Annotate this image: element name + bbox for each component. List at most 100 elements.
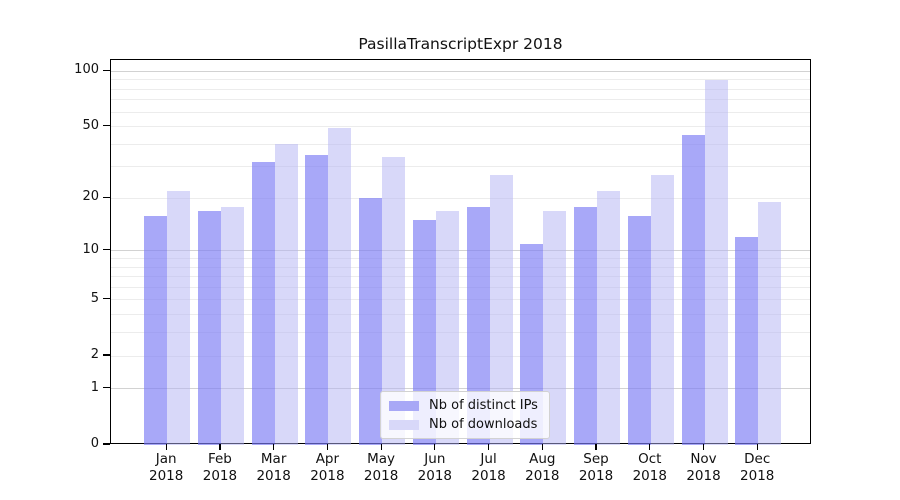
gridline-10 — [111, 250, 810, 252]
x-tick-year: 2018 — [471, 467, 506, 484]
gridline-3 — [111, 332, 810, 334]
gridline-7 — [111, 276, 810, 278]
x-tick-label-nov: Nov 2018 — [677, 451, 731, 484]
x-tick-label-sep: Sep 2018 — [569, 451, 623, 484]
x-tick-year: 2018 — [363, 467, 399, 484]
bar-distinct-ips-sep — [574, 206, 598, 445]
bar-distinct-ips-apr — [305, 154, 329, 445]
x-tick-year: 2018 — [149, 467, 184, 484]
legend-swatch-downloads — [389, 419, 419, 430]
x-tick-mark-jun — [434, 444, 436, 450]
bar-downloads-nov — [704, 79, 728, 445]
y-tick-label-5: 5 — [90, 290, 99, 306]
x-tick-label-apr: Apr 2018 — [300, 451, 354, 484]
gridline-90 — [111, 79, 810, 81]
x-tick-mark-apr — [326, 444, 328, 450]
x-tick-year: 2018 — [740, 467, 775, 484]
x-tick-month: Sep — [583, 451, 609, 467]
y-tick-label-100: 100 — [74, 62, 99, 78]
gridline-50 — [111, 126, 810, 128]
y-tick-label-0: 0 — [90, 436, 99, 451]
x-tick-month: Jul — [480, 451, 497, 467]
bar-downloads-jan — [167, 191, 191, 445]
gridline-100 — [111, 70, 810, 72]
bar-downloads-apr — [328, 128, 352, 445]
gridline-70 — [111, 99, 810, 101]
x-tick-label-jul: Jul 2018 — [462, 451, 516, 484]
x-tick-mark-jan — [165, 444, 167, 450]
bar-distinct-ips-mar — [251, 161, 275, 445]
x-tick-label-oct: Oct 2018 — [623, 451, 677, 484]
bar-distinct-ips-jan — [144, 215, 168, 445]
x-tick-mark-mar — [273, 444, 275, 450]
y-tick-mark-20 — [103, 196, 110, 198]
x-tick-year: 2018 — [578, 467, 614, 484]
x-tick-label-dec: Dec 2018 — [730, 451, 784, 484]
x-tick-year: 2018 — [310, 467, 345, 484]
bar-downloads-feb — [220, 206, 244, 445]
x-tick-label-jun: Jun 2018 — [408, 451, 462, 484]
bar-downloads-dec — [758, 202, 782, 445]
x-tick-mark-jul — [487, 444, 490, 450]
y-tick-mark-2 — [103, 354, 110, 356]
bar-distinct-ips-may — [359, 198, 383, 445]
x-tick-year: 2018 — [202, 467, 238, 484]
y-tick-mark-50 — [103, 124, 110, 127]
gridline-5 — [111, 299, 810, 301]
x-tick-label-may: May 2018 — [354, 451, 408, 484]
x-tick-label-jan: Jan 2018 — [139, 451, 193, 484]
y-tick-label-50: 50 — [82, 117, 99, 133]
x-tick-month: Feb — [207, 451, 232, 467]
legend-label-distinct-ips: Nb of distinct IPs — [429, 398, 538, 413]
y-tick-mark-100 — [103, 69, 110, 71]
x-tick-month: Nov — [690, 451, 717, 467]
y-tick-mark-5 — [103, 298, 110, 300]
bar-distinct-ips-dec — [735, 237, 759, 445]
x-tick-month: Jan — [155, 451, 177, 467]
bar-distinct-ips-oct — [627, 215, 651, 445]
x-tick-label-feb: Feb 2018 — [193, 451, 247, 484]
bar-downloads-mar — [274, 144, 298, 445]
gridline-1 — [111, 388, 810, 390]
x-tick-month: Aug — [529, 451, 556, 467]
x-tick-mark-nov — [702, 444, 705, 450]
x-tick-month: Jun — [424, 451, 446, 467]
bar-downloads-jul — [489, 175, 513, 445]
bar-distinct-ips-jun — [412, 220, 436, 445]
legend-label-downloads: Nb of downloads — [429, 417, 538, 432]
x-tick-mark-feb — [219, 444, 221, 450]
x-tick-mark-oct — [649, 444, 651, 450]
y-tick-label-2: 2 — [90, 347, 99, 363]
gridline-8 — [111, 266, 810, 268]
x-tick-label-aug: Aug 2018 — [515, 451, 569, 484]
x-tick-month: Apr — [315, 451, 340, 467]
bar-downloads-may — [382, 157, 406, 445]
plot-area — [110, 59, 811, 445]
bar-downloads-jun — [435, 210, 459, 445]
bar-distinct-ips-jul — [466, 206, 490, 445]
gridline-4 — [111, 314, 810, 316]
x-tick-year: 2018 — [525, 467, 560, 484]
gridline-40 — [111, 143, 810, 145]
gridline-9 — [111, 258, 810, 259]
bar-downloads-aug — [543, 210, 567, 445]
y-tick-label-20: 20 — [82, 189, 99, 205]
gridline-6 — [111, 286, 810, 288]
gridline-2 — [111, 355, 810, 357]
x-tick-year: 2018 — [686, 467, 721, 484]
y-tick-label-1: 1 — [90, 379, 99, 395]
x-tick-year: 2018 — [632, 467, 667, 484]
y-tick-mark-1 — [103, 387, 110, 389]
y-tick-mark-0 — [103, 443, 110, 445]
legend-entry-distinct-ips: Nb of distinct IPs — [389, 398, 538, 413]
x-tick-month: Oct — [638, 451, 662, 467]
bar-downloads-sep — [597, 191, 621, 445]
bar-distinct-ips-nov — [681, 134, 705, 445]
bar-downloads-oct — [650, 175, 674, 445]
y-tick-label-10: 10 — [82, 241, 99, 257]
gridline-30 — [111, 166, 810, 168]
x-tick-month: Mar — [260, 451, 287, 467]
x-tick-label-mar: Mar 2018 — [247, 451, 301, 484]
y-tick-mark-10 — [103, 249, 110, 251]
